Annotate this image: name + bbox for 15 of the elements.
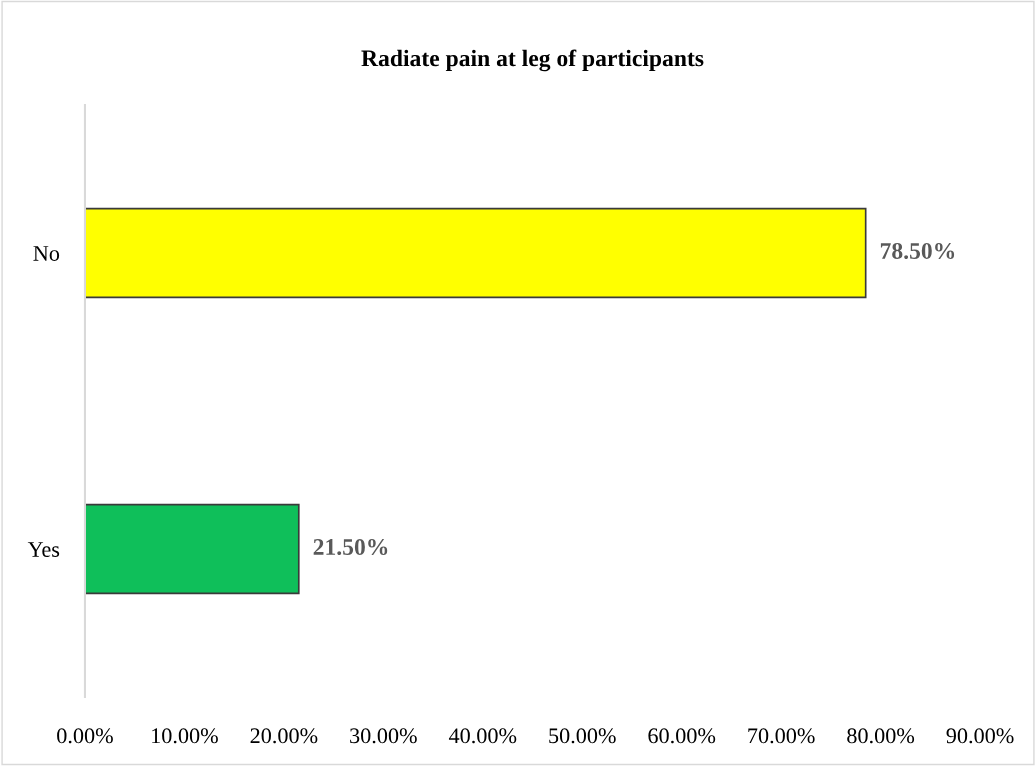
x-tick-label: 10.00%: [152, 728, 218, 744]
y-tick-label: Yes: [27, 542, 60, 557]
x-tick-label: 50.00%: [549, 728, 616, 744]
x-tick-label: 40.00%: [448, 728, 517, 744]
x-tick-label: 80.00%: [847, 728, 915, 744]
x-tick-label: 20.00%: [250, 728, 318, 744]
data-label: 21.50%: [313, 539, 388, 556]
x-tick-label: 60.00%: [648, 728, 716, 744]
data-label: 78.50%: [880, 242, 955, 259]
chart-title: Radiate pain at leg of participants: [361, 49, 704, 72]
x-tick-label: 90.00%: [946, 728, 1014, 744]
x-tick-label: 30.00%: [350, 728, 417, 744]
x-tick-label: 0.00%: [57, 728, 113, 744]
y-tick-label: No: [33, 246, 60, 261]
x-tick-label: 70.00%: [748, 728, 815, 744]
